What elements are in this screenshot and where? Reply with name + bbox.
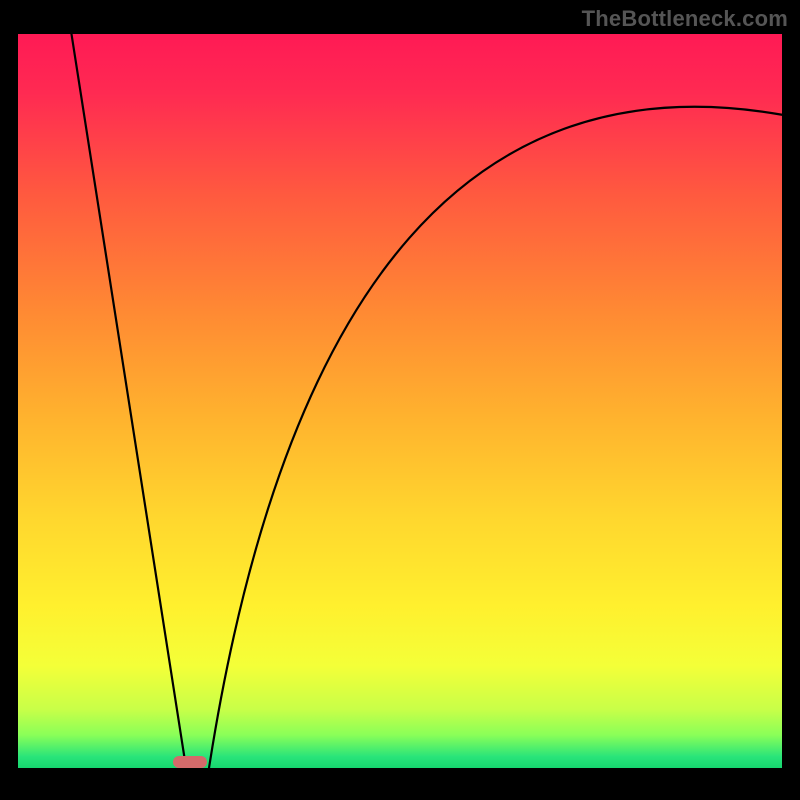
watermark-text: TheBottleneck.com	[582, 6, 788, 32]
frame-border-bottom	[0, 768, 800, 800]
curve-layer	[18, 34, 782, 768]
plot-area	[18, 34, 782, 768]
frame-border-left	[0, 0, 18, 800]
chart-frame: TheBottleneck.com	[0, 0, 800, 800]
frame-border-right	[782, 0, 800, 800]
curve-left-line	[71, 34, 186, 768]
curve-right	[209, 107, 782, 768]
bottleneck-marker	[173, 756, 207, 768]
